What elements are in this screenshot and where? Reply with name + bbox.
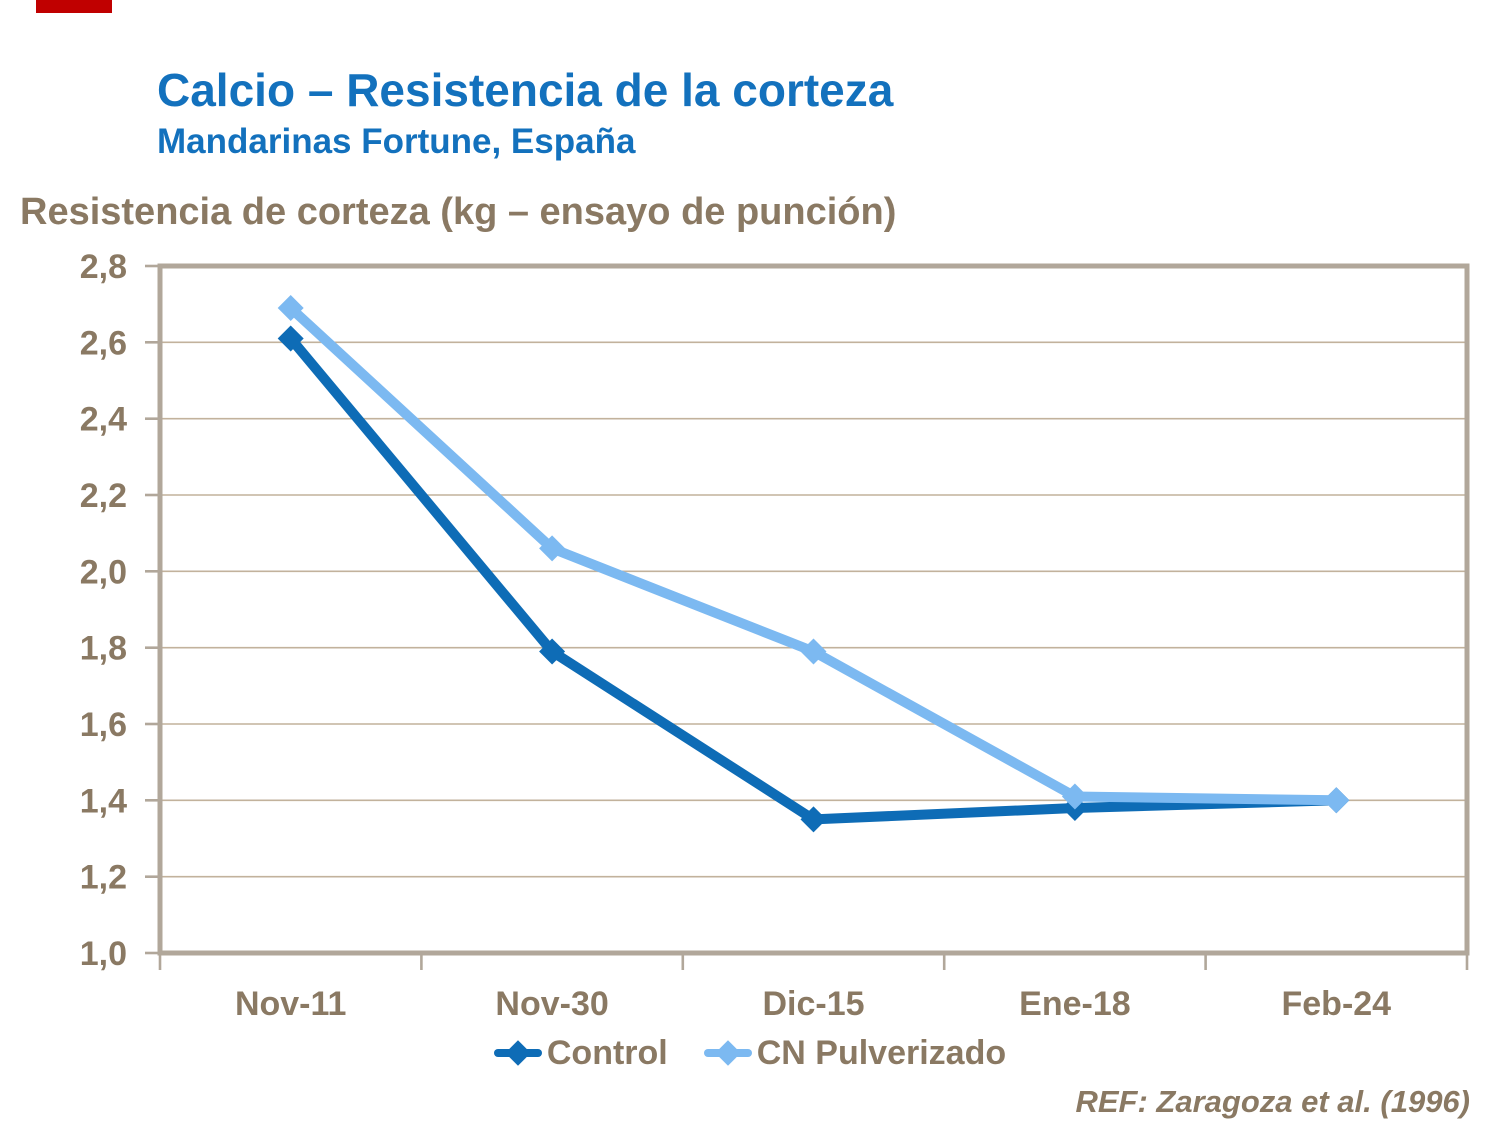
- data-point-marker: [800, 638, 827, 665]
- x-tick-label: Ene-18: [1019, 985, 1131, 1023]
- data-point-marker: [800, 806, 827, 833]
- x-tick-label: Feb-24: [1282, 985, 1392, 1023]
- y-tick-label: 1,8: [80, 630, 127, 668]
- legend-item-cn-pulverizado: CN Pulverizado: [703, 1033, 1007, 1073]
- x-tick-label: Nov-30: [495, 985, 608, 1023]
- legend-label-cn-pulverizado: CN Pulverizado: [756, 1034, 1007, 1072]
- x-tick-label: Dic-15: [762, 985, 864, 1023]
- y-tick-label: 1,4: [80, 782, 127, 820]
- plot-border: [157, 263, 1470, 956]
- chart-axis-title: Resistencia de corteza (kg – ensayo de p…: [20, 191, 897, 233]
- control-line-marker-swatch: [493, 1040, 542, 1066]
- y-tick-label: 2,8: [80, 248, 127, 286]
- data-point-marker: [1323, 787, 1350, 814]
- y-tick-label: 1,2: [80, 859, 127, 897]
- data-point-marker: [277, 295, 304, 321]
- cn-pulverizado-diamond-icon: [715, 1040, 741, 1066]
- series-line-1: [285, 303, 1342, 806]
- title-block: Calcio – Resistencia de la corteza Manda…: [157, 64, 893, 162]
- legend-item-control: Control: [493, 1033, 668, 1073]
- data-point-marker: [277, 325, 304, 352]
- slide-title: Calcio – Resistencia de la corteza: [157, 64, 894, 116]
- y-tick-label: 1,6: [80, 706, 127, 744]
- chart-legend: Control CN Pulverizado: [0, 1033, 1500, 1073]
- y-tick-label: 2,0: [80, 553, 127, 591]
- y-tick-label: 1,0: [80, 935, 127, 973]
- y-tick-label: 2,6: [80, 324, 127, 362]
- series-line-0: [285, 333, 1342, 825]
- slide-subtitle: Mandarinas Fortune, España: [157, 122, 636, 161]
- accent-bar: [36, 0, 112, 13]
- legend-label-control: Control: [546, 1034, 668, 1072]
- cn-pulverizado-line-marker-swatch: [703, 1040, 752, 1066]
- y-tick-label: 2,4: [80, 401, 127, 439]
- control-diamond-icon: [505, 1040, 531, 1066]
- data-point-marker: [539, 638, 566, 665]
- x-tick-label: Nov-11: [235, 985, 347, 1023]
- data-point-marker: [539, 535, 566, 562]
- y-tick-label: 2,2: [80, 477, 127, 515]
- reference-text: REF: Zaragoza et al. (1996): [1075, 1084, 1470, 1119]
- data-point-marker: [1061, 783, 1088, 810]
